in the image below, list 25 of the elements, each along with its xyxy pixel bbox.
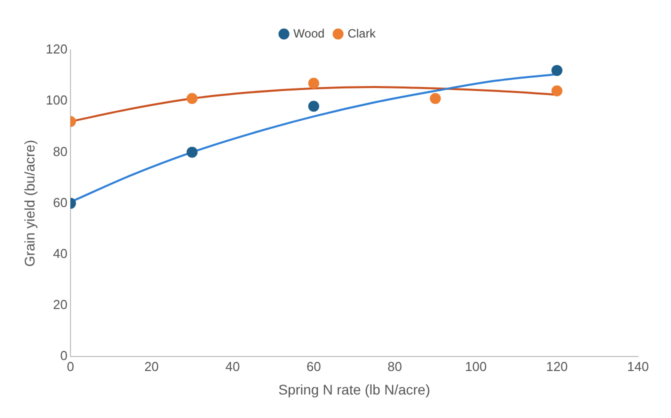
x-tick-label: 120 — [546, 358, 568, 374]
y-tick-label: 0 — [60, 348, 68, 364]
point — [551, 64, 562, 76]
y-tick-label: 80 — [53, 144, 68, 159]
x-tick-label: 40 — [225, 358, 240, 374]
point — [186, 93, 198, 104]
point — [308, 100, 320, 112]
point — [430, 93, 441, 104]
x-tick-label: 140 — [627, 358, 649, 374]
legend-label: Clark — [348, 26, 377, 40]
y-tick-label: 120 — [46, 42, 68, 57]
x-axis-title: Spring N rate (lb N/acre) — [278, 381, 430, 398]
y-tick-label: 60 — [53, 194, 68, 210]
y-tick-label: 100 — [46, 92, 68, 108]
y-axis-title: Grain yield (bu/acre) — [21, 140, 38, 267]
x-tick-label: 20 — [144, 358, 159, 374]
legend-label: Wood — [293, 26, 325, 40]
x-tick-label: 60 — [306, 358, 321, 374]
point — [186, 146, 198, 158]
y-tick-label: 40 — [53, 246, 68, 261]
y-tick-label: 20 — [53, 297, 68, 312]
x-tick-label: 80 — [388, 358, 402, 374]
x-tick-label: 100 — [465, 358, 487, 374]
point — [551, 85, 562, 96]
point — [308, 78, 320, 89]
